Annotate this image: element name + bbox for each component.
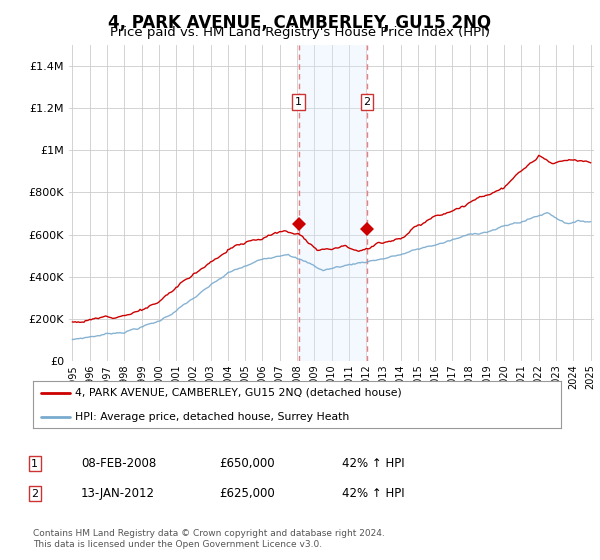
Text: 4, PARK AVENUE, CAMBERLEY, GU15 2NQ (detached house): 4, PARK AVENUE, CAMBERLEY, GU15 2NQ (det… xyxy=(75,388,402,398)
Text: 2: 2 xyxy=(31,489,38,499)
Text: 42% ↑ HPI: 42% ↑ HPI xyxy=(342,457,404,470)
Text: 4, PARK AVENUE, CAMBERLEY, GU15 2NQ: 4, PARK AVENUE, CAMBERLEY, GU15 2NQ xyxy=(109,14,491,32)
Text: Contains HM Land Registry data © Crown copyright and database right 2024.
This d: Contains HM Land Registry data © Crown c… xyxy=(33,529,385,549)
Bar xyxy=(299,45,367,361)
Text: 13-JAN-2012: 13-JAN-2012 xyxy=(81,487,155,501)
Text: 2: 2 xyxy=(364,97,370,107)
Text: Price paid vs. HM Land Registry's House Price Index (HPI): Price paid vs. HM Land Registry's House … xyxy=(110,26,490,39)
Text: £650,000: £650,000 xyxy=(219,457,275,470)
Text: HPI: Average price, detached house, Surrey Heath: HPI: Average price, detached house, Surr… xyxy=(75,412,349,422)
Text: 1: 1 xyxy=(31,459,38,469)
Text: 08-FEB-2008: 08-FEB-2008 xyxy=(81,457,156,470)
Text: 42% ↑ HPI: 42% ↑ HPI xyxy=(342,487,404,501)
Text: 1: 1 xyxy=(295,97,302,107)
Text: £625,000: £625,000 xyxy=(219,487,275,501)
